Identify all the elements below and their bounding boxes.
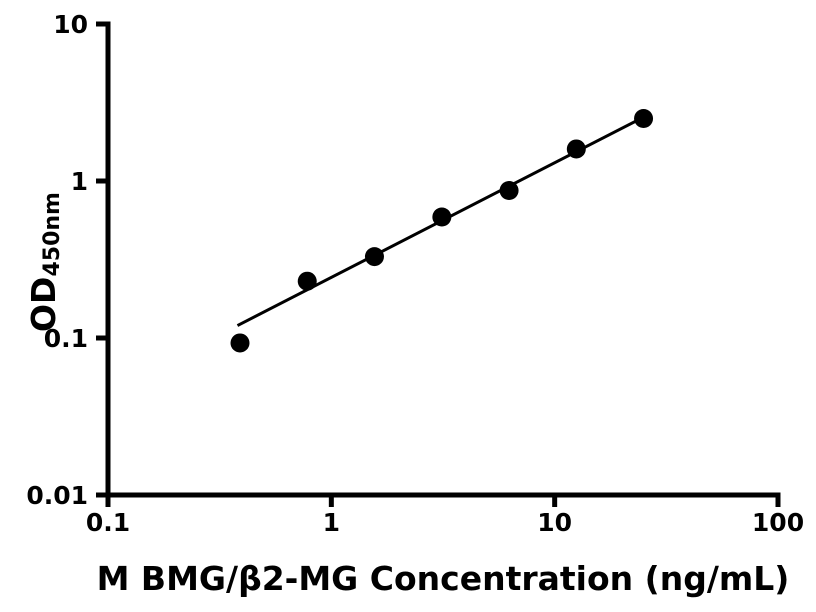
data-point bbox=[634, 109, 654, 129]
data-point bbox=[566, 139, 586, 159]
x-tick-label: 100 bbox=[752, 508, 804, 537]
data-point bbox=[432, 207, 452, 227]
x-axis-title: M BMG/β2-MG Concentration (ng/mL) bbox=[97, 559, 790, 598]
plot-area bbox=[230, 109, 654, 353]
y-tick-label: 0.01 bbox=[26, 481, 88, 510]
data-point bbox=[230, 333, 250, 353]
x-tick-label: 0.1 bbox=[86, 508, 130, 537]
data-point bbox=[499, 180, 519, 200]
y-tick-label: 1 bbox=[71, 167, 88, 196]
x-tick-label: 10 bbox=[537, 508, 572, 537]
x-tick-label: 1 bbox=[323, 508, 340, 537]
y-axis-title-main: OD bbox=[24, 277, 63, 332]
y-tick-label: 0.1 bbox=[44, 324, 88, 353]
data-point bbox=[364, 247, 384, 267]
y-tick-label: 10 bbox=[53, 10, 88, 39]
y-axis-title: OD450nm bbox=[24, 192, 65, 332]
y-axis-title-subscript: 450nm bbox=[40, 192, 65, 277]
data-point bbox=[297, 271, 317, 291]
